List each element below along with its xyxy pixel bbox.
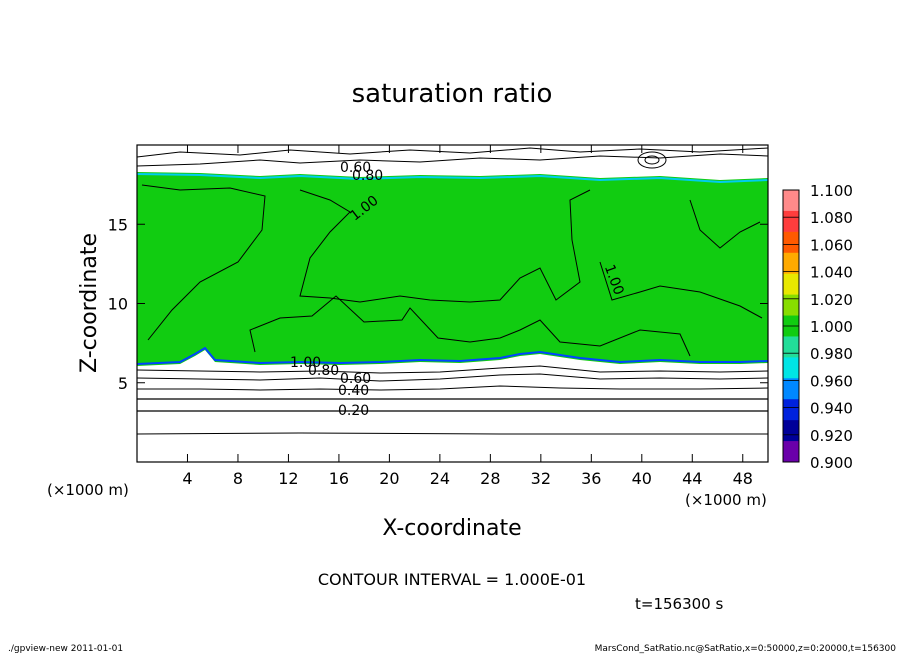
x-tick-label: 32 <box>531 469 551 488</box>
x-tick-label: 12 <box>278 469 298 488</box>
chart-title: saturation ratio <box>352 79 553 109</box>
colorbar-swatch <box>783 441 799 463</box>
colorbar-label: 1.000 <box>810 318 853 336</box>
x-tick-label: 28 <box>480 469 500 488</box>
contour-label: 0.60 <box>340 160 371 176</box>
y-tick-label: 10 <box>108 295 128 314</box>
colorbar-label: 1.100 <box>810 182 853 200</box>
x-unit-label: (×1000 m) <box>685 491 767 509</box>
lower-contour-6 <box>136 432 768 435</box>
colorbar-label: 1.020 <box>810 291 853 309</box>
x-tick-label: 4 <box>182 469 192 488</box>
colorbar-swatch <box>783 378 799 400</box>
plot-area <box>136 144 769 463</box>
contour-label: 0.20 <box>338 403 369 419</box>
contour-label: 0.40 <box>338 383 369 399</box>
colorbar-swatch <box>783 294 799 317</box>
y-tick-label: 15 <box>108 215 128 234</box>
x-axis-label: X-coordinate <box>382 516 521 541</box>
contour-line-3 <box>249 295 691 357</box>
x-tick-label: 44 <box>682 469 702 488</box>
contour-line-4 <box>599 261 763 319</box>
colorbar-label: 0.920 <box>810 427 853 445</box>
colorbar-label: 0.960 <box>810 372 853 390</box>
colorbar-swatch <box>783 357 799 379</box>
lower-contour-3 <box>137 385 769 391</box>
footer-left: ./gpview-new 2011-01-01 <box>8 644 123 654</box>
x-tick-label: 8 <box>233 469 243 488</box>
upper-contour-ring <box>637 151 667 169</box>
colorbar-label: 1.060 <box>810 236 853 254</box>
contour-interval-text: CONTOUR INTERVAL = 1.000E-01 <box>318 570 586 589</box>
colorbar-swatch <box>783 336 799 358</box>
colorbar-swatch <box>783 252 799 275</box>
contour-label: 0.60 <box>340 371 371 387</box>
x-tick-label: 24 <box>430 469 450 488</box>
x-tick-label: 40 <box>632 469 652 488</box>
cloud-base-rim <box>136 346 769 365</box>
colorbar-swatch <box>783 399 799 421</box>
colorbar-label: 0.980 <box>810 345 853 363</box>
contour-line-2 <box>299 189 591 303</box>
colorbar-label: 0.940 <box>810 400 853 418</box>
colorbar-label: 1.040 <box>810 264 853 282</box>
contour-label: 0.80 <box>352 168 383 184</box>
upper-contour-ring-2 <box>644 155 660 165</box>
y-tick-label: 5 <box>118 374 128 393</box>
x-tick-label: 48 <box>733 469 753 488</box>
colorbar-label: 1.080 <box>810 209 853 227</box>
contour-label: 1.00 <box>290 355 321 371</box>
x-tick-label: 16 <box>329 469 349 488</box>
colorbar-swatch <box>783 420 799 442</box>
colorbar: 1.100 1.080 1.060 1.040 1.020 1.000 0.980 0.960… <box>782 182 853 472</box>
colorbar-label: 0.900 <box>810 454 853 472</box>
x-tick-label: 36 <box>581 469 601 488</box>
cloud-top-rim <box>136 173 769 184</box>
colorbar-swatch <box>783 210 799 233</box>
y-axis-label: Z-coordinate <box>77 233 102 373</box>
contour-line-1 <box>141 184 266 341</box>
contour-label: 0.80 <box>308 363 339 379</box>
upper-contour-1 <box>136 153 769 167</box>
x-tick-label: 20 <box>379 469 399 488</box>
footer-right: MarsCond_SatRatio.nc@SatRatio,x=0:50000,… <box>595 644 897 654</box>
x-axis: 4 8 12 16 20 24 28 32 36 40 44 48 <box>182 145 753 488</box>
colorbar-swatch <box>783 190 799 212</box>
colorbar-swatch <box>783 273 799 296</box>
y-unit-label: (×1000 m) <box>47 481 129 499</box>
contour-line-5 <box>689 199 761 249</box>
colorbar-swatch <box>783 231 799 254</box>
y-axis: 5 10 15 <box>108 215 768 393</box>
lower-contour-2 <box>136 373 769 382</box>
lower-contour-1 <box>136 365 769 374</box>
time-text: t=156300 s <box>635 595 723 613</box>
saturated-layer <box>137 172 768 366</box>
